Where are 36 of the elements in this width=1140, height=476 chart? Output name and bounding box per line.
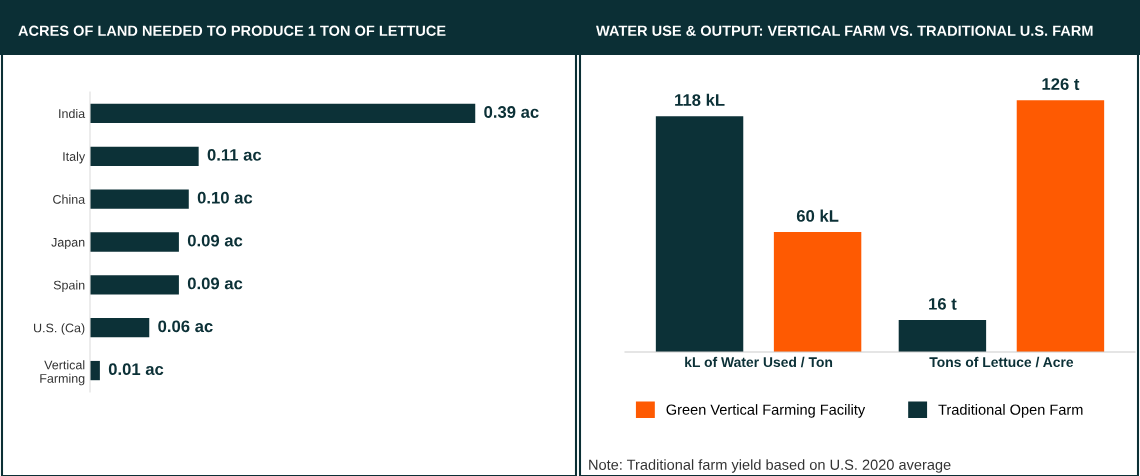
data-label: 126 t [1042, 78, 1080, 90]
data-label: 118 kL [675, 93, 725, 106]
bar [898, 320, 987, 352]
y-tick-label: India [59, 108, 86, 119]
chart-title: ACRES OF LAND NEEDED TO PRODUCE 1 TON OF LETTUCE [18, 25, 446, 36]
bar [90, 146, 199, 166]
bar [90, 189, 189, 209]
y-tick-label: Vertical Farming [40, 360, 85, 386]
legend-label: Green Vertical Farming Facility [666, 404, 866, 418]
data-label: 0.06 ac [158, 320, 213, 333]
data-label: 0.11 ac [207, 148, 262, 161]
data-label: 0.39 ac [484, 106, 539, 118]
data-label: 0.09 ac [187, 277, 243, 290]
bar [90, 103, 476, 124]
data-label: 0.10 ac [197, 191, 253, 204]
bar [773, 232, 862, 352]
data-label: 60 kL [796, 209, 839, 222]
y-tick-label: Japan [51, 237, 85, 250]
text: Note: Traditional farm yield based on U.S. 2020 average [589, 459, 951, 473]
bar [655, 116, 744, 352]
x-tick-label: kL of Water Used / Ton [685, 356, 833, 368]
data-label: 0.09 ac [187, 234, 243, 247]
data-label: 0.01 ac [108, 363, 164, 376]
data-label: 16 t [929, 297, 957, 310]
x-tick-label: Tons of Lettuce / Acre [929, 356, 1074, 368]
legend-label: Traditional Open Farm [938, 404, 1083, 418]
bar [90, 318, 150, 338]
y-tick-label: U.S. (Ca) [34, 323, 85, 335]
y-tick-label: Spain [53, 280, 85, 292]
chart-title: WATER USE & OUTPUT: VERTICAL FARM VS. TRADITIONAL U.S. FARM [596, 25, 1093, 36]
bar [1016, 100, 1105, 352]
bar [90, 360, 100, 381]
y-tick-label: China [53, 194, 86, 204]
y-tick-label: Italy [63, 151, 86, 164]
bar [90, 275, 179, 295]
bar [90, 232, 179, 252]
